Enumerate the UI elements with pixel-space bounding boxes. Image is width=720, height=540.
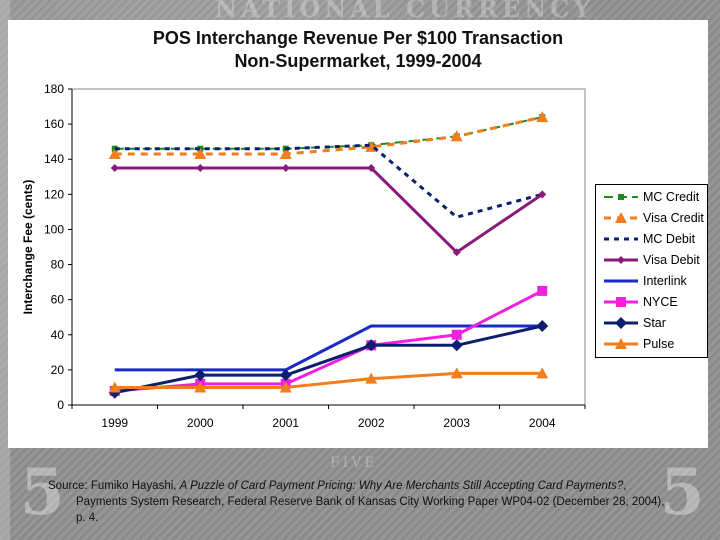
y-tick-label: 100 xyxy=(44,222,64,236)
legend-label: MC Debit xyxy=(643,232,696,246)
data-point-visa-credit xyxy=(536,111,549,123)
y-tick-label: 180 xyxy=(44,82,64,96)
legend-item-nyce: NYCE xyxy=(596,293,709,313)
legend-label: NYCE xyxy=(643,295,678,309)
chart-legend: MC Credit Visa Credit MC Debit Visa Debit In… xyxy=(595,184,708,358)
legend-marker-star xyxy=(615,317,627,329)
x-tick-label: 1999 xyxy=(101,416,128,430)
legend-label: Visa Credit xyxy=(643,211,704,225)
y-axis-label: Interchange Fee (cents) xyxy=(21,180,35,315)
legend-marker-nyce xyxy=(616,297,626,307)
banknote-numeral-right: 5 xyxy=(660,455,705,530)
legend-swatch-nyce xyxy=(604,297,638,307)
data-point-visa-credit xyxy=(194,147,207,159)
data-point-star xyxy=(536,320,549,332)
legend-item-pulse: Pulse xyxy=(596,335,709,355)
legend-label: MC Credit xyxy=(643,190,700,204)
x-tick-label: 2001 xyxy=(272,416,299,430)
y-tick-label: 40 xyxy=(51,328,65,342)
y-tick-label: 0 xyxy=(57,398,64,412)
banknote-banner-text: NATIONAL CURRENCY xyxy=(215,0,595,23)
legend-item-star: Star xyxy=(596,314,709,334)
data-point-visa-debit xyxy=(281,164,290,172)
legend-marker-visa-debit xyxy=(617,256,625,264)
data-point-pulse xyxy=(108,381,121,393)
data-point-visa-credit xyxy=(279,147,292,159)
data-point-visa-debit xyxy=(110,164,119,172)
y-tick-label: 80 xyxy=(51,258,65,272)
data-point-star xyxy=(365,339,378,352)
x-tick-label: 2004 xyxy=(529,416,556,430)
legend-swatch-visa-credit xyxy=(604,212,638,223)
data-point-pulse xyxy=(279,381,292,393)
data-point-visa-debit xyxy=(196,164,205,172)
legend-item-interlink: Interlink xyxy=(596,272,709,292)
data-point-nyce xyxy=(451,329,462,340)
legend-marker-pulse xyxy=(615,338,627,349)
data-point-pulse xyxy=(536,367,549,379)
series-line-visa-debit xyxy=(114,166,544,254)
banknote-edge xyxy=(0,0,10,540)
data-point-star xyxy=(450,339,463,352)
banknote-numeral-left: 5 xyxy=(20,455,65,530)
legend-label: Interlink xyxy=(643,274,687,288)
y-tick-label: 140 xyxy=(44,152,64,166)
data-point-visa-debit xyxy=(367,164,376,172)
source-prefix: Source: Fumiko Hayashi, xyxy=(48,480,180,492)
data-point-visa-credit xyxy=(450,130,463,142)
legend-item-visa-debit: Visa Debit xyxy=(596,251,709,271)
data-point-visa-credit xyxy=(108,147,121,159)
chart-title-line-1: POS Interchange Revenue Per $100 Transac… xyxy=(152,28,564,48)
y-tick-label: 160 xyxy=(44,117,64,131)
legend-swatch-visa-debit xyxy=(604,256,638,264)
data-point-pulse xyxy=(450,367,463,379)
legend-swatch-mc-credit xyxy=(604,194,638,200)
legend-label: Star xyxy=(643,316,666,330)
source-title: A Puzzle of Card Payment Pricing: Why Ar… xyxy=(179,480,624,492)
legend-swatch-pulse xyxy=(604,338,638,349)
legend-swatch-mc-debit xyxy=(604,237,638,241)
plot-area-border xyxy=(71,88,586,406)
data-point-visa-debit xyxy=(452,248,461,257)
data-point-star xyxy=(279,369,292,382)
y-tick-label: 60 xyxy=(51,293,65,307)
series-line-nyce xyxy=(114,289,543,393)
x-tick-label: 2002 xyxy=(358,416,385,430)
series-line-star xyxy=(114,324,543,395)
legend-marker-mc-credit xyxy=(618,194,624,200)
legend-swatch-star xyxy=(604,317,638,329)
chart-panel: POS Interchange Revenue Per $100 Transac… xyxy=(8,20,708,448)
data-point-pulse xyxy=(365,372,378,384)
legend-item-mc-credit: MC Credit xyxy=(596,188,709,208)
y-tick-label: 20 xyxy=(51,363,65,377)
data-point-nyce xyxy=(537,285,548,296)
legend-marker-visa-credit xyxy=(615,212,627,223)
banknote-bottom-text: FIVE xyxy=(330,455,378,471)
legend-swatch-interlink xyxy=(604,279,638,283)
data-point-visa-debit xyxy=(538,190,547,199)
series-line-visa-credit xyxy=(114,115,543,156)
series-line-mc-debit xyxy=(114,143,543,219)
legend-label: Visa Debit xyxy=(643,253,700,267)
y-tick-label: 120 xyxy=(44,187,64,201)
x-tick-label: 2000 xyxy=(187,416,214,430)
legend-item-mc-debit: MC Debit xyxy=(596,230,709,250)
series-line-pulse xyxy=(114,371,543,389)
x-tick-label: 2003 xyxy=(443,416,470,430)
legend-item-visa-credit: Visa Credit xyxy=(596,209,709,229)
data-point-star xyxy=(194,369,207,382)
chart-title-line-2: Non-Supermarket, 1999-2004 xyxy=(234,51,482,71)
data-point-pulse xyxy=(194,381,207,393)
legend-label: Pulse xyxy=(643,337,675,351)
source-citation: Source: Fumiko Hayashi, A Puzzle of Card… xyxy=(48,478,668,526)
source-suffix: , Payments System Research, Federal Rese… xyxy=(76,480,665,524)
line-chart: 0 20 40 60 80 100 120 140 160 180 1999 2000 2001 2002… xyxy=(21,82,586,430)
